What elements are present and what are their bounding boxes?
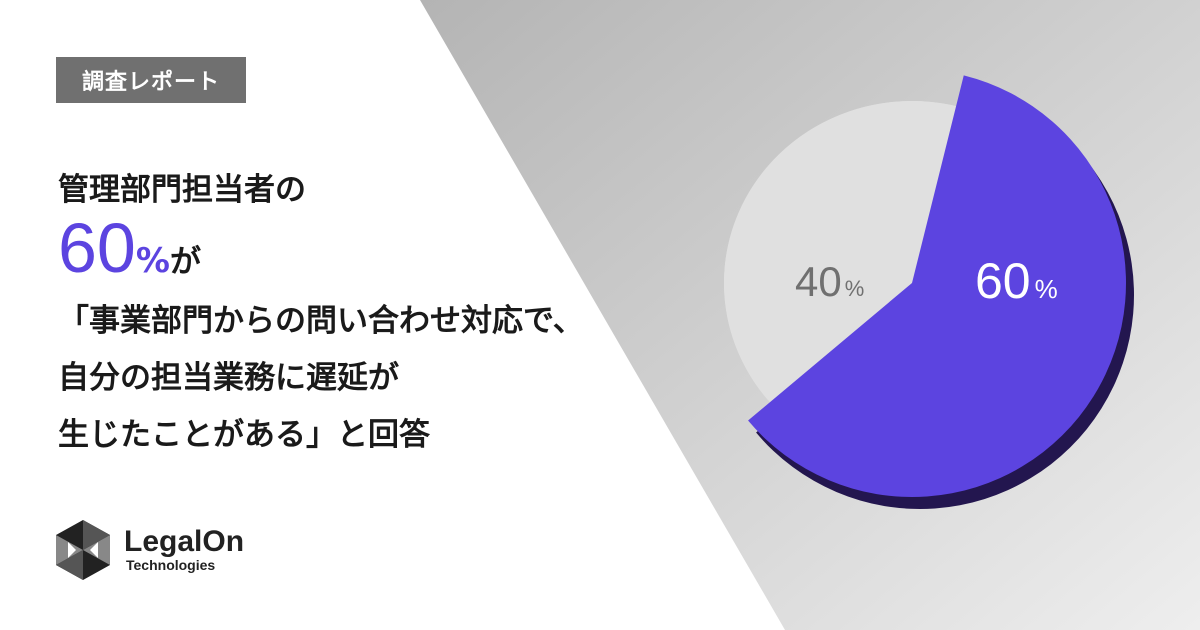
pie-slice-60: [748, 75, 1126, 498]
headline-line4: 自分の担当業務に遅延が: [58, 360, 399, 396]
headline-line5: 生じたことがある」と回答: [58, 417, 430, 453]
headline: 管理部門担当者の 60 % が 「事業部門からの問い合わせ対応で、 自分の担当業…: [58, 162, 584, 464]
pie-slice-40: [724, 100, 958, 400]
logo-mark-icon: [56, 520, 110, 580]
headline-line2: 60 % が: [58, 213, 584, 293]
headline-number: 60: [58, 209, 136, 287]
pie-label-40: 40%: [795, 258, 864, 305]
headline-line3: 「事業部門からの問い合わせ対応で、: [58, 303, 584, 339]
logo-name: LegalOn: [124, 525, 245, 558]
headline-percent: %: [135, 241, 170, 281]
headline-particle: が: [169, 244, 201, 280]
report-tag: 調査レポート: [56, 57, 246, 103]
logo-sub: Technologies: [126, 557, 216, 573]
headline-line1: 管理部門担当者の: [58, 172, 306, 208]
pie-label-60: 60%: [975, 253, 1058, 309]
legalon-logo: LegalOn Technologies: [56, 520, 244, 580]
